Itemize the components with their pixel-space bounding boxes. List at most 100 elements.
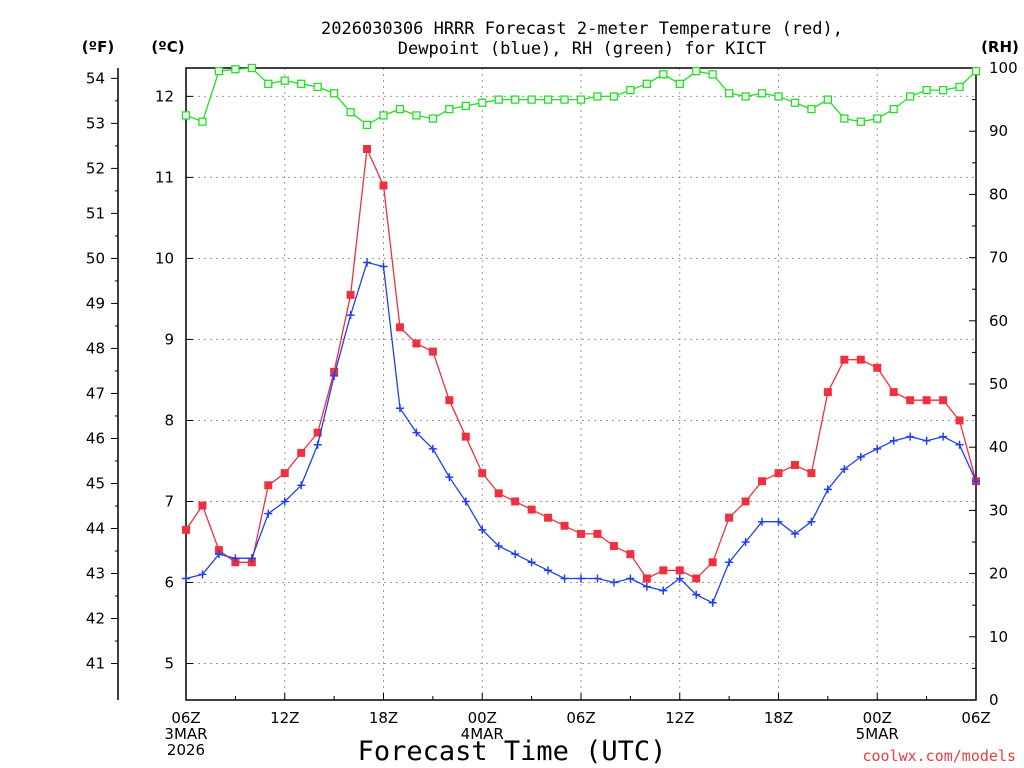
temperature-point (889, 388, 898, 397)
rh-point (823, 95, 833, 104)
rh-point (346, 108, 355, 117)
dewpoint-point (790, 529, 799, 538)
dewpoint-point (363, 258, 372, 267)
rh-point (955, 82, 964, 92)
celsius-tick-label: 6 (164, 574, 174, 592)
rh-point (478, 98, 487, 107)
dewpoint-point (922, 436, 931, 445)
series-temperature (182, 145, 980, 583)
dewpoint-point (889, 436, 898, 445)
dewpoint-point (264, 509, 273, 518)
temperature-point (708, 558, 717, 567)
temperature-point (675, 566, 684, 575)
dewpoint-point (972, 477, 980, 486)
fahrenheit-tick-label: 53 (86, 114, 105, 132)
dewpoint-point (906, 432, 915, 441)
fahrenheit-tick-label: 51 (86, 204, 105, 222)
rh-point (395, 104, 405, 114)
rh-point (198, 117, 207, 126)
temperature-point (445, 396, 454, 405)
dewpoint-point (346, 311, 355, 320)
x-tick-label: 5MAR (856, 725, 899, 743)
chart-title-line-2: Dewpoint (blue), RH (green) for KICT (398, 39, 766, 59)
x-tick-label: 18Z (764, 709, 793, 727)
temperature-point (609, 542, 618, 551)
temperature-point (939, 396, 948, 405)
temperature-point (544, 513, 553, 522)
dewpoint-point (626, 574, 635, 583)
dewpoint-point (560, 574, 569, 583)
dewpoint-point (823, 485, 832, 494)
dewpoint-point (330, 371, 339, 380)
rh-point (626, 85, 635, 95)
credit-link[interactable]: coolwx.com/models (862, 747, 1016, 765)
rh-point (214, 67, 224, 76)
celsius-tick-label: 8 (164, 411, 174, 429)
dewpoint-point (758, 517, 767, 526)
rh-point (576, 95, 586, 104)
temperature-point (922, 396, 931, 405)
rh-tick-label: 70 (989, 249, 1008, 267)
temperature-point (856, 355, 865, 364)
fahrenheit-tick-label: 47 (86, 384, 105, 402)
grid-lines (186, 68, 976, 700)
temperature-point (659, 566, 668, 575)
x-tick-label: 00Z (863, 709, 892, 727)
dewpoint-point (856, 452, 865, 461)
temperature-point (478, 469, 487, 478)
dewpoint-point (577, 574, 585, 583)
temperature-point (642, 574, 651, 583)
rh-point (724, 89, 734, 98)
rh-point (297, 79, 306, 88)
temperature-point (790, 461, 799, 470)
rh-point (527, 95, 536, 104)
fahrenheit-tick-label: 43 (86, 565, 105, 583)
rh-point (379, 111, 388, 120)
temperature-point (823, 388, 832, 397)
fahrenheit-tick-label: 50 (86, 249, 105, 267)
dewpoint-point (395, 404, 404, 413)
temperature-point (692, 574, 701, 583)
rh-point (445, 104, 454, 114)
temperature-point (247, 558, 256, 567)
fahrenheit-tick-label: 46 (86, 429, 105, 447)
dewpoint-point (675, 574, 684, 583)
rh-point (461, 101, 470, 111)
celsius-tick-label: 5 (164, 655, 174, 673)
fahrenheit-tick-label: 44 (86, 519, 105, 537)
temperature-point (527, 505, 536, 514)
dewpoint-point (297, 481, 306, 490)
rh-point (511, 95, 520, 104)
dewpoint-point (873, 444, 882, 453)
dewpoint-point (280, 497, 289, 506)
dewpoint-point (494, 542, 503, 551)
temperature-point (280, 469, 289, 478)
temperature-point (330, 367, 339, 376)
dewpoint-point (478, 525, 487, 534)
rh-point (264, 79, 273, 88)
series-dewpoint (182, 258, 980, 607)
rh-tick-label: 80 (989, 185, 1008, 203)
rh-point (741, 92, 750, 101)
temperature-point (461, 432, 470, 441)
dewpoint-point (511, 550, 520, 559)
temperature-point (313, 428, 322, 437)
temperature-point (560, 521, 569, 530)
rh-point (790, 98, 800, 107)
celsius-tick-label: 9 (164, 330, 174, 348)
temperature-point (494, 489, 503, 498)
rh-point (181, 111, 191, 120)
celsius-tick-label: 7 (164, 492, 174, 510)
rh-point (922, 85, 931, 95)
dewpoint-line (185, 261, 977, 604)
celsius-tick-label: 12 (155, 87, 174, 105)
fahrenheit-tick-label: 54 (86, 69, 105, 87)
x-tick-label: 06Z (171, 709, 200, 727)
temperature-point (774, 469, 783, 478)
temperature-point (412, 339, 421, 348)
dewpoint-point (692, 590, 701, 599)
temperature-point (214, 546, 223, 555)
data-series (181, 63, 981, 607)
rh-tick-label: 90 (989, 122, 1008, 140)
